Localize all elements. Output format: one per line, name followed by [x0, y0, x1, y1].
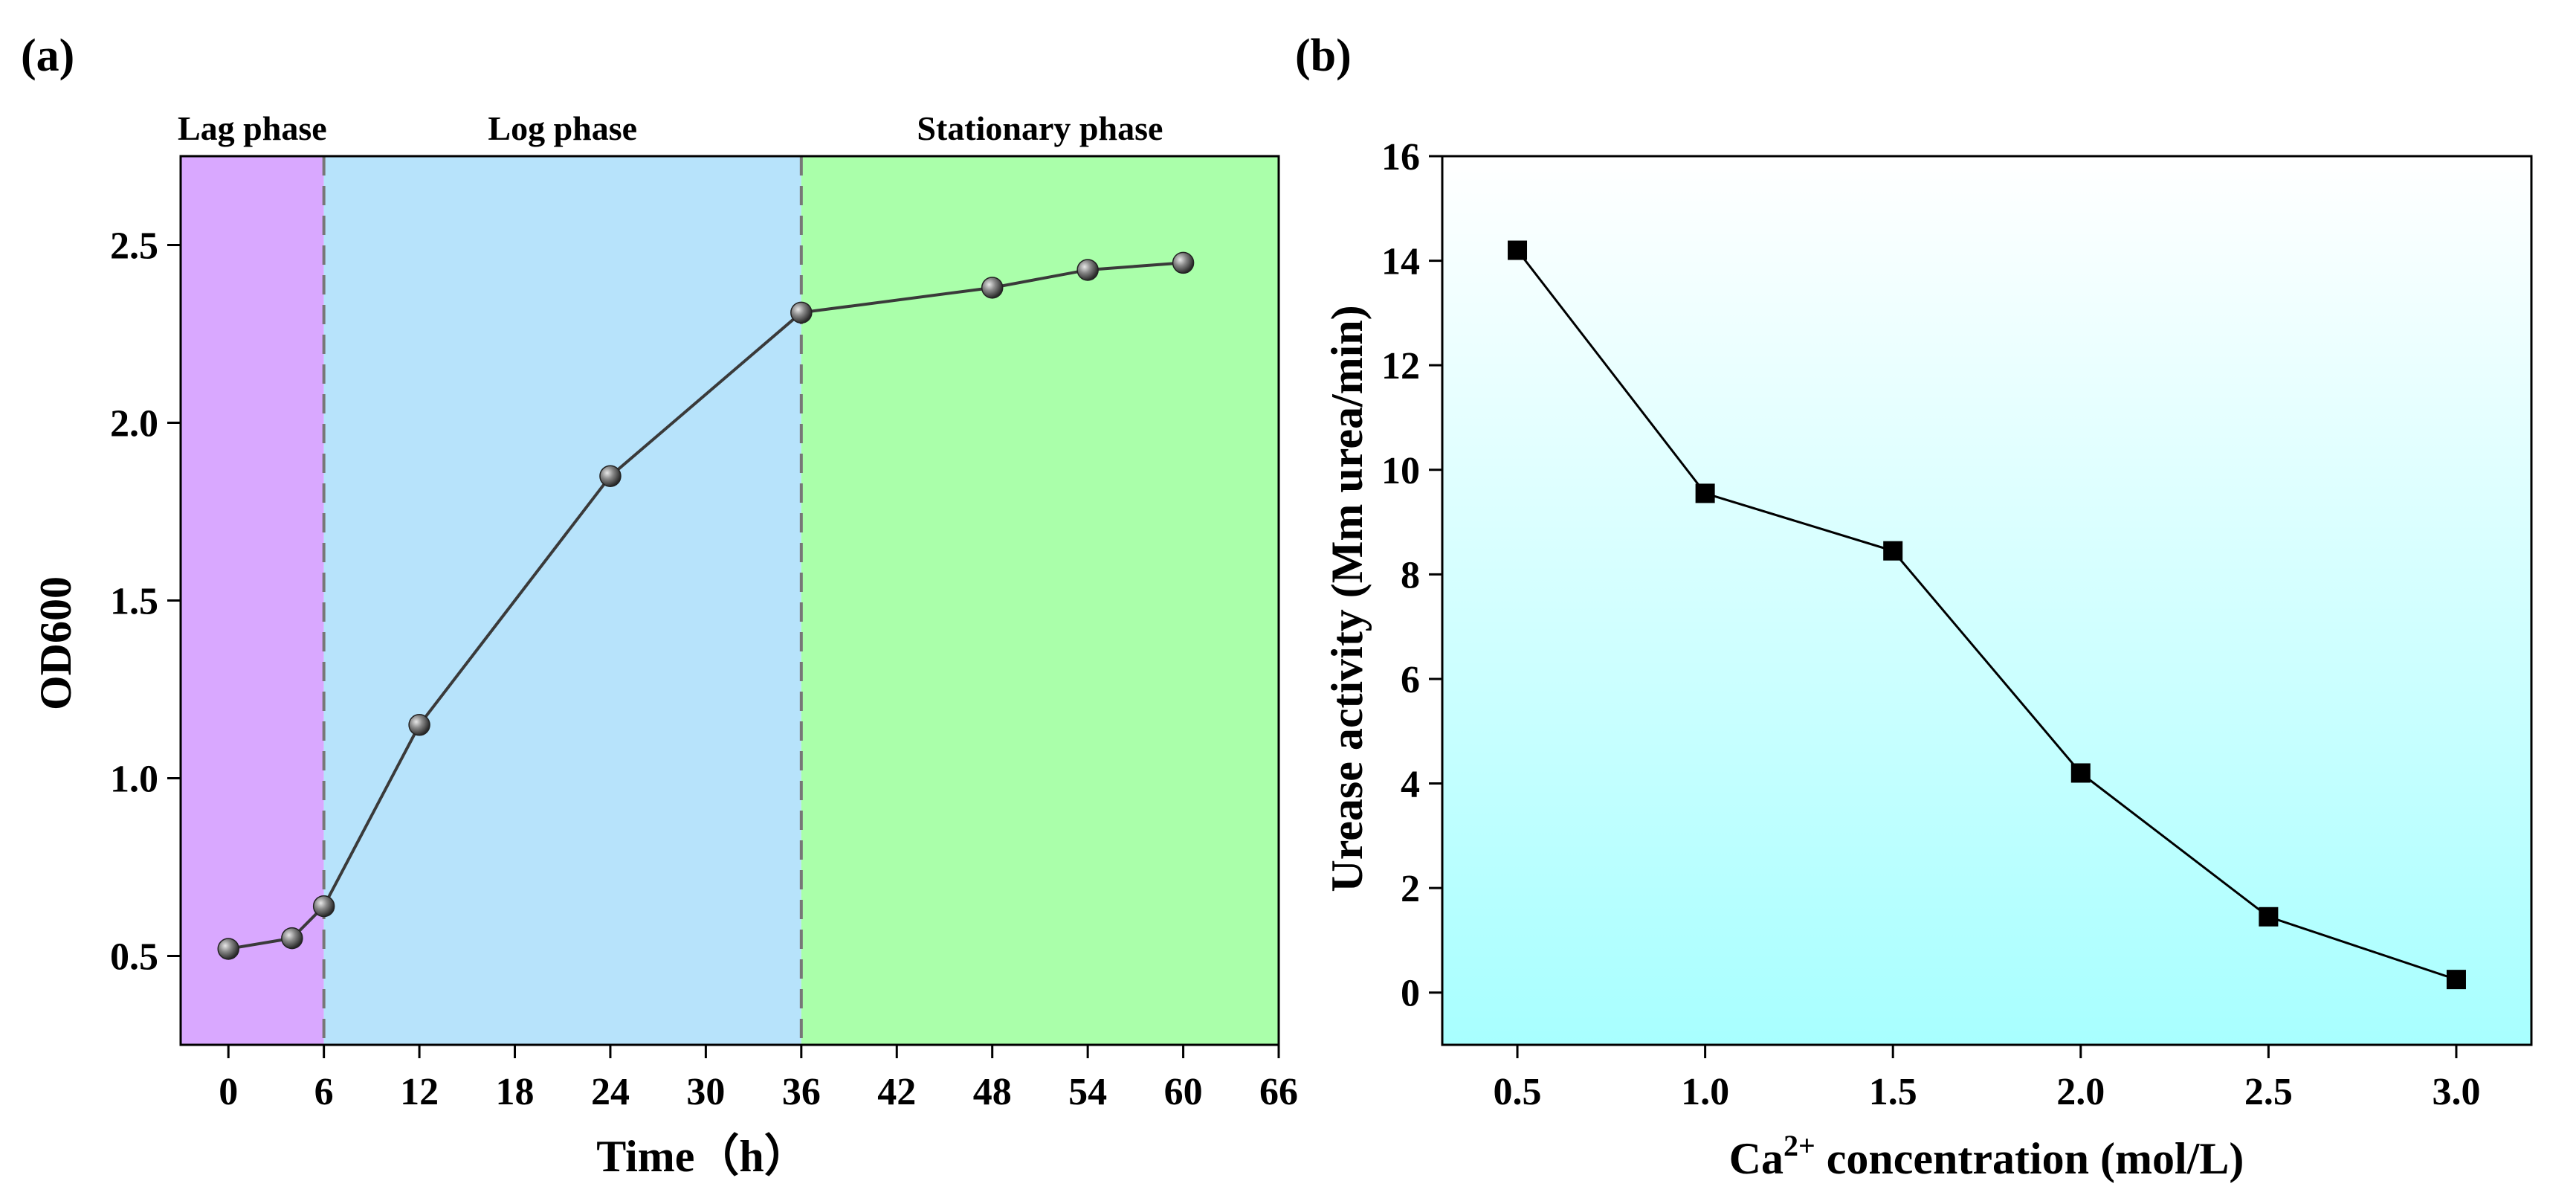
x-tick-label-b: 0.5	[1494, 1071, 1542, 1113]
x-tick-label-b: 1.5	[1869, 1071, 1917, 1113]
y-tick-label-b: 8	[1401, 554, 1420, 596]
data-point-a	[281, 927, 303, 950]
data-point-a	[790, 301, 813, 324]
y-tick-label-b: 12	[1381, 345, 1420, 387]
x-tick-label-b: 1.0	[1681, 1071, 1729, 1113]
x-tick-label-a: 66	[1259, 1071, 1298, 1113]
x-tick-label-a: 0	[219, 1071, 238, 1113]
y-tick-label-b: 14	[1381, 241, 1420, 283]
y-tick-label-a: 2.5	[110, 225, 158, 268]
y-tick-label-b: 6	[1401, 659, 1420, 701]
x-axis-title-b-main: Ca	[1729, 1134, 1783, 1183]
x-tick-label-a: 48	[973, 1071, 1012, 1113]
y-tick-label-b: 2	[1401, 868, 1420, 910]
data-point-a	[312, 895, 335, 918]
x-tick-label-b: 2.0	[2056, 1071, 2105, 1113]
x-tick-label-b: 3.0	[2432, 1071, 2480, 1113]
y-tick-label-a: 1.5	[110, 581, 158, 623]
y-tick-label-a: 2.0	[110, 403, 158, 445]
data-point-b	[2259, 907, 2279, 927]
y-tick-label-b: 16	[1381, 136, 1420, 178]
phase-label-2: Stationary phase	[917, 109, 1163, 147]
data-point-a	[1076, 259, 1099, 281]
y-tick-label-a: 0.5	[110, 936, 158, 979]
x-axis-title-b: Ca2+ concentration (mol/L)	[1729, 1129, 2244, 1183]
x-tick-label-a: 6	[314, 1071, 334, 1113]
x-tick-label-a: 42	[877, 1071, 916, 1113]
x-tick-label-a: 24	[591, 1071, 630, 1113]
x-tick-label-a: 30	[686, 1071, 725, 1113]
phase-region-0	[181, 156, 324, 1045]
y-tick-label-b: 0	[1401, 973, 1420, 1015]
y-tick-label-b: 4	[1401, 764, 1420, 806]
phase-region-1	[323, 156, 801, 1045]
chart-b: (b) 0.5 1.0 1.5 2.0 2.5 3.0 0 2 4 6 8 10 12 14 16 Ca2+…	[1295, 30, 2533, 1183]
plot-background-b	[1442, 156, 2531, 1045]
panel-label-a: (a)	[21, 30, 74, 81]
x-tick-label-a: 60	[1164, 1071, 1203, 1113]
x-axis-title-a: Time（h）	[596, 1131, 809, 1181]
plot-frame-b	[1441, 155, 2533, 1046]
x-tick-label-a: 54	[1068, 1071, 1107, 1113]
x-tick-label-a: 18	[496, 1071, 535, 1113]
y-axis-title-b: Urease activity (Mm urea/min)	[1323, 305, 1372, 892]
data-point-b	[1508, 240, 1528, 260]
chart-a: (a) Lag phase Log phase Stationary phase 0…	[21, 30, 1298, 1181]
data-point-a	[1172, 251, 1195, 274]
phase-label-1: Log phase	[488, 109, 637, 147]
data-point-b	[2446, 970, 2466, 990]
x-tick-label-a: 36	[782, 1071, 821, 1113]
phase-region-2	[801, 156, 1279, 1045]
y-axis-title-a: OD600	[31, 576, 80, 710]
data-point-b	[1695, 483, 1715, 503]
phase-label-0: Lag phase	[178, 109, 327, 147]
series-line-b	[1516, 249, 2457, 981]
y-tick-label-a: 1.0	[110, 759, 158, 801]
data-point-b	[2070, 763, 2091, 783]
data-point-b	[1883, 541, 1903, 561]
x-axis-title-b-sup: 2+	[1783, 1129, 1815, 1162]
data-point-a	[599, 465, 622, 487]
x-tick-label-a: 12	[400, 1071, 439, 1113]
x-axis-title-b-rest: concentration (mol/L)	[1815, 1134, 2244, 1183]
panel-label-b: (b)	[1295, 30, 1352, 81]
data-point-a	[981, 277, 1004, 299]
data-point-a	[408, 714, 430, 736]
data-point-a	[217, 938, 239, 960]
x-tick-label-b: 2.5	[2244, 1071, 2293, 1113]
y-tick-label-b: 10	[1381, 450, 1420, 492]
